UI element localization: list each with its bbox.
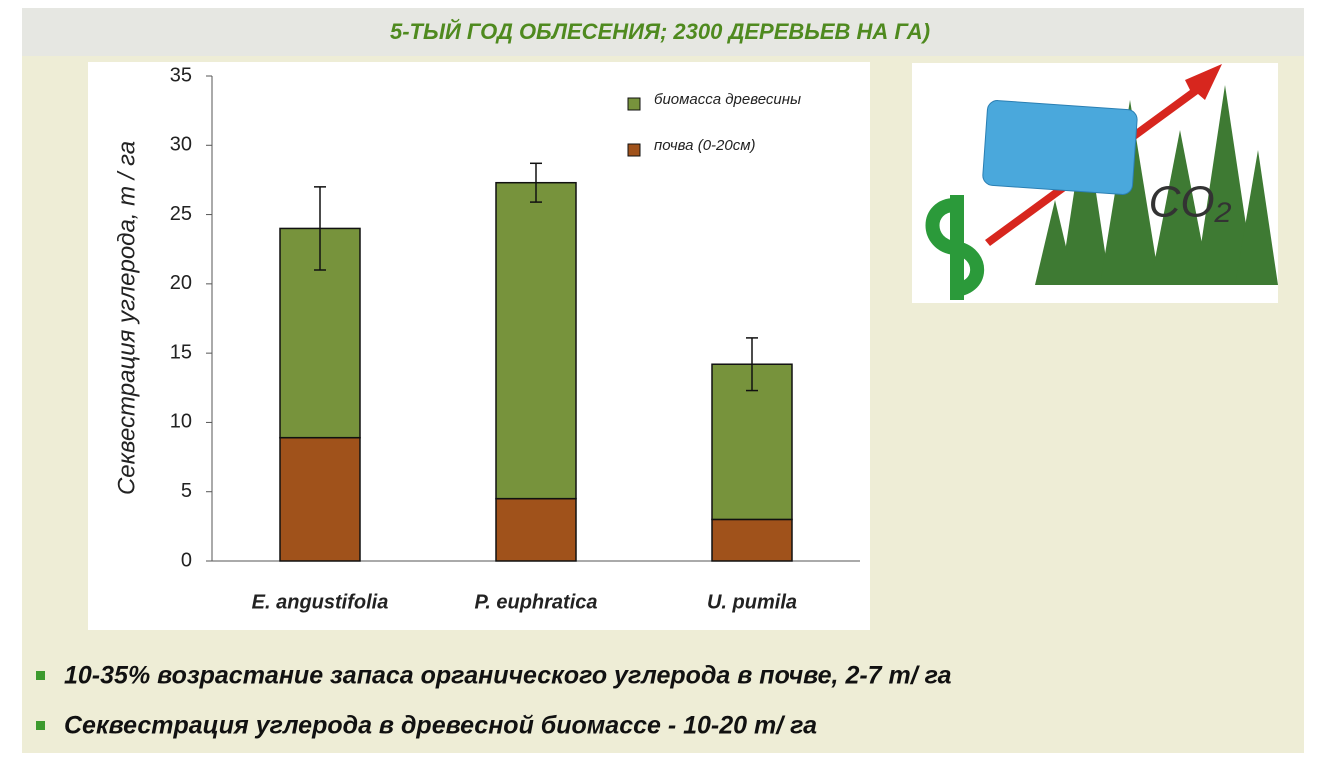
y-tick-label: 30: [170, 134, 192, 156]
x-tick-label: E. angustifolia: [252, 591, 389, 613]
bullet-text: Секвестрация углерода в древесной биомас…: [64, 712, 817, 740]
title-bar: [22, 8, 1304, 56]
bar-segment: [495, 181, 577, 500]
bar-segment: [711, 518, 793, 562]
legend-label: почва (0-20см): [654, 137, 756, 154]
slide-title: 5-ТЫЙ ГОД ОБЛЕСЕНИЯ; 2300 ДЕРЕВЬЕВ НА ГА…: [390, 18, 930, 44]
y-tick-label: 20: [170, 272, 192, 294]
x-tick-label: U. pumila: [707, 591, 797, 613]
y-tick-label: 35: [170, 64, 192, 86]
y-tick-label: 15: [170, 341, 192, 363]
bullet-marker: [36, 671, 45, 680]
bar-segment: [279, 436, 361, 562]
card: [982, 100, 1138, 195]
picture: CO₂: [912, 63, 1278, 303]
y-axis-label: Секвестрация углерода, т / га: [113, 141, 140, 495]
legend-label: биомасса древесины: [654, 91, 801, 108]
y-tick-label: 10: [170, 411, 192, 433]
legend-swatch: [627, 97, 641, 111]
co2-label: CO₂: [1149, 178, 1232, 227]
bullet-marker: [36, 721, 45, 730]
dollar-icon: [925, 195, 985, 300]
trees: [1035, 85, 1278, 285]
legend-swatch: [627, 143, 641, 157]
y-tick-label: 25: [170, 203, 192, 225]
x-tick-label: P. euphratica: [474, 591, 597, 613]
y-tick-label: 5: [181, 480, 192, 502]
bar-segment: [495, 497, 577, 562]
bullet-text: 10-35% возрастание запаса органического …: [64, 662, 952, 690]
y-tick-label: 0: [181, 549, 192, 571]
